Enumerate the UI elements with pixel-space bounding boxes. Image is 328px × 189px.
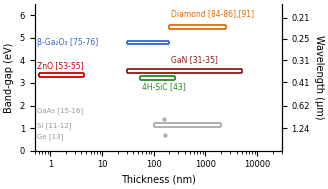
- Text: ZnO [53-55]: ZnO [53-55]: [37, 62, 84, 71]
- Text: Diamond [84-86],[91]: Diamond [84-86],[91]: [172, 10, 255, 19]
- X-axis label: Thickness (nm): Thickness (nm): [121, 175, 196, 185]
- Text: Ge [13]: Ge [13]: [37, 133, 63, 140]
- Text: GaN [31-35]: GaN [31-35]: [172, 55, 218, 64]
- Text: 4H-SiC [43]: 4H-SiC [43]: [142, 82, 186, 91]
- Y-axis label: Wavelength (μm): Wavelength (μm): [314, 35, 324, 120]
- Y-axis label: Band-gap (eV): Band-gap (eV): [4, 42, 14, 112]
- Text: Si [11-12]: Si [11-12]: [37, 122, 72, 129]
- Text: GaAs [15-16]: GaAs [15-16]: [37, 107, 83, 114]
- Text: β-Ga₂O₃ [75-76]: β-Ga₂O₃ [75-76]: [37, 38, 98, 47]
